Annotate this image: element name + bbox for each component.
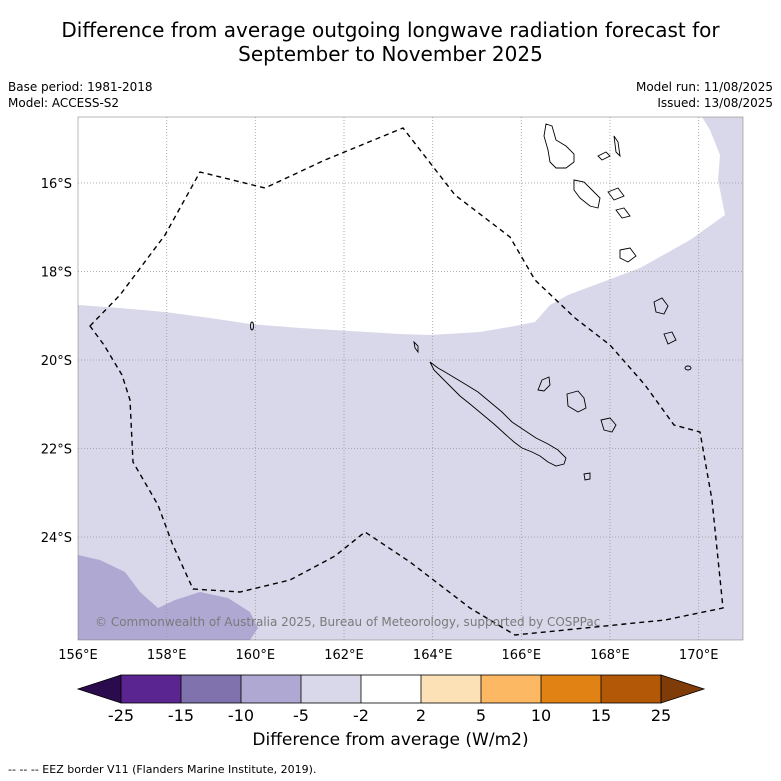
matthew-hunter-coastline (653, 297, 669, 315)
lon-tick-label: 162°E (324, 648, 364, 663)
colorbar-frame (120, 674, 662, 704)
colorbar-tick-label: 15 (591, 706, 611, 725)
colorbar-extend-high (660, 674, 706, 704)
map-frame (77, 116, 744, 641)
base-period: Base period: 1981-2018 (8, 80, 153, 94)
colorbar-tick-label: 10 (531, 706, 551, 725)
title-line-1: Difference from average outgoing longwav… (61, 18, 720, 42)
colorbar-tick-label: -10 (228, 706, 254, 725)
issued-date: Issued: 13/08/2025 (657, 96, 773, 110)
colorbar-bin (541, 675, 601, 703)
model-name: Model: ACCESS-S2 (8, 96, 120, 110)
eez-footnote: -- -- -- EEZ border V11 (Flanders Marine… (8, 763, 317, 776)
lon-tick-label: 156°E (58, 648, 98, 663)
colorbar-bin (121, 675, 181, 703)
lat-tick-label: 18°S (41, 266, 72, 281)
colorbar-bin (301, 675, 361, 703)
lat-tick-label: 24°S (41, 531, 72, 546)
ambae-coastline (597, 151, 611, 161)
colorbar-tick-labels: -25 -15 -10 -5 -2 2 5 10 15 25 (108, 706, 671, 725)
chesterfield-islet-outline (250, 321, 254, 331)
lon-tick-label: 170°E (679, 648, 719, 663)
lat-tick-label: 22°S (41, 443, 72, 458)
espiritu-santo-coastline (543, 123, 575, 169)
eez-border (89, 127, 724, 636)
gridlines (78, 117, 743, 640)
colorbar-tick-label: -15 (168, 706, 194, 725)
colorbar-dividers (180, 675, 602, 703)
ouvea-coastline (537, 376, 551, 392)
colorbar-tick-label: -2 (353, 706, 369, 725)
colorbar-tick-label: 2 (416, 706, 426, 725)
colorbar-bin (361, 675, 421, 703)
colorbar-label: Difference from average (W/m2) (252, 730, 529, 750)
colorbar-tick-label: 5 (476, 706, 486, 725)
lifou-coastline (566, 390, 587, 413)
copyright-text: © Commonwealth of Australia 2025, Bureau… (95, 615, 600, 629)
colorbar-bin (241, 675, 301, 703)
colorbar-bin (181, 675, 241, 703)
islet-outline (684, 365, 692, 371)
lon-tick-label: 158°E (147, 648, 187, 663)
lon-tick-label: 168°E (590, 648, 630, 663)
efate-coastline (615, 207, 631, 219)
erromango-coastline (619, 247, 637, 263)
colorbar-extend-low (76, 674, 122, 704)
colorbar-tick-label: -25 (108, 706, 134, 725)
map-panel: © Commonwealth of Australia 2025, Bureau… (78, 117, 743, 640)
colorbar-tick-label: -5 (293, 706, 309, 725)
colorbar-bin (601, 675, 661, 703)
title-line-2: September to November 2025 (238, 42, 543, 66)
isle-of-pines-coastline (583, 472, 591, 481)
colorbar: -25 -15 -10 -5 -2 2 5 10 15 25 (76, 674, 706, 725)
colorbar-bin (421, 675, 481, 703)
maewo-coastline (613, 135, 621, 158)
new-caledonia-coastline (429, 361, 567, 467)
lon-tick-label: 164°E (413, 648, 453, 663)
lat-tick-label: 20°S (41, 354, 72, 369)
malakula-coastline (573, 179, 601, 209)
small-island-coastline (663, 331, 677, 345)
anomaly-region-medium (78, 555, 258, 640)
lat-tick-label: 16°S (41, 177, 72, 192)
lon-tick-label: 160°E (236, 648, 276, 663)
mare-coastline (600, 417, 617, 433)
colorbar-bin (481, 675, 541, 703)
lon-tick-label: 166°E (502, 648, 542, 663)
epi-coastline (607, 187, 625, 201)
colorbar-tick-label: 25 (651, 706, 671, 725)
belep-islands-coastline (413, 340, 419, 354)
model-run: Model run: 11/08/2025 (635, 80, 773, 94)
anomaly-region-light (78, 117, 743, 640)
